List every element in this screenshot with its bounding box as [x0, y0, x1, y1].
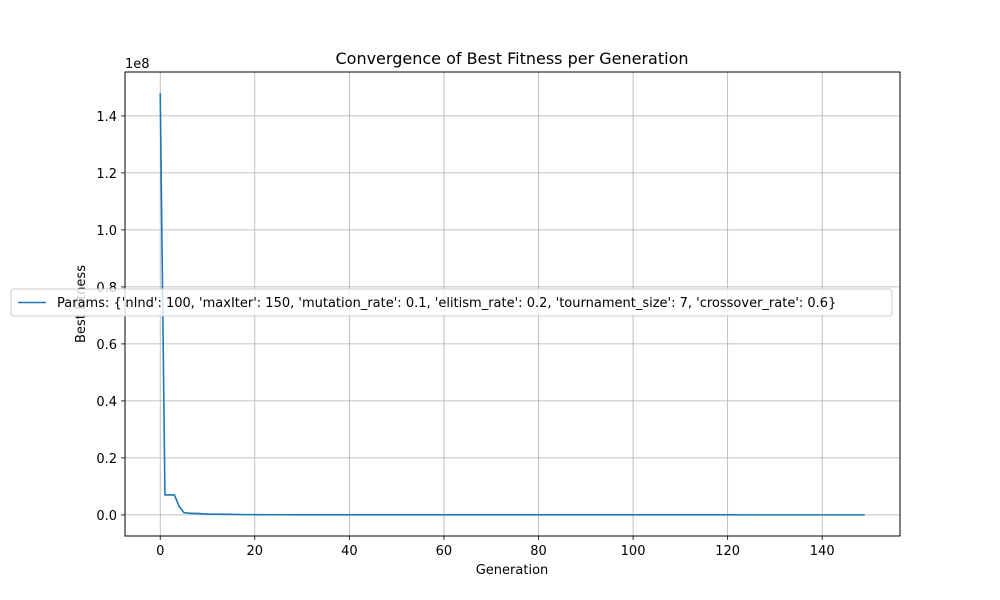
- x-tick-label: 0: [156, 544, 164, 559]
- x-tick-label: 120: [715, 544, 740, 559]
- chart-title: Convergence of Best Fitness per Generati…: [335, 49, 688, 68]
- x-tick-label: 100: [621, 544, 646, 559]
- series-layer: [159, 93, 865, 516]
- y-tick-label: 0.0: [96, 509, 117, 524]
- y-tick-label: 0.6: [96, 338, 117, 353]
- x-tick-label: 20: [247, 544, 264, 559]
- x-tick-label: 40: [341, 544, 358, 559]
- y-axis-offset-label: 1e8: [125, 57, 150, 72]
- y-tick-label: 1.4: [96, 110, 117, 125]
- x-tick-label: 140: [810, 544, 835, 559]
- legend-label: Params: {'nInd': 100, 'maxIter': 150, 'm…: [57, 296, 836, 311]
- legend: Params: {'nInd': 100, 'maxIter': 150, 'm…: [10, 288, 893, 317]
- y-tick-label: 1.0: [96, 224, 117, 239]
- y-tick-label: 0.2: [96, 452, 117, 467]
- x-tick-label: 80: [530, 544, 547, 559]
- axis-ticks: 0 20 40 60 80 100 120 1400.00.20.40.60.81.01.21…: [96, 110, 834, 559]
- y-tick-label: 0.4: [96, 395, 117, 410]
- series-line: [159, 93, 865, 516]
- legend-box: [10, 288, 893, 317]
- x-tick-label: 60: [436, 544, 453, 559]
- y-tick-label: 1.2: [96, 167, 117, 182]
- x-axis-title: Generation: [476, 563, 549, 578]
